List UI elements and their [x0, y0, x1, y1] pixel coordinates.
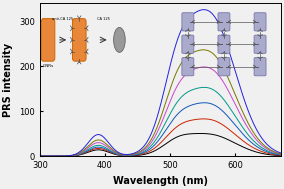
Y-axis label: PRS intensity: PRS intensity	[3, 43, 13, 117]
X-axis label: Wavelength (nm): Wavelength (nm)	[113, 176, 208, 186]
